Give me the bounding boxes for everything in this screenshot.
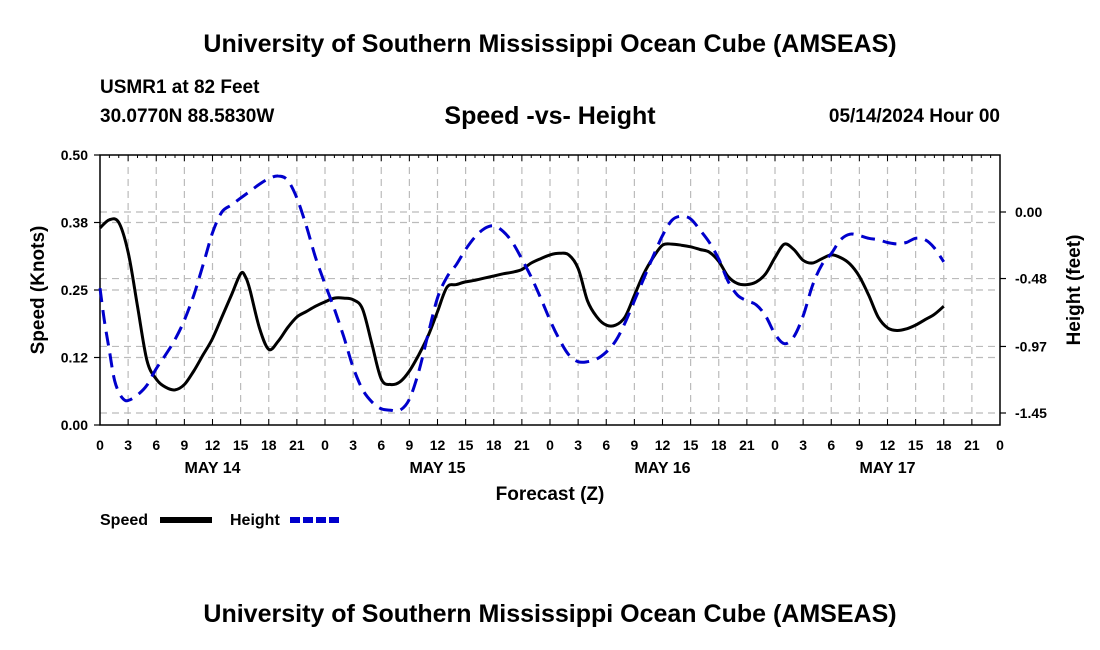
x-tick-label: 3 [349,437,357,453]
x-tick-label: 12 [880,437,896,453]
x-tick-label: 15 [683,437,699,453]
x-tick-label: 3 [124,437,132,453]
y-tick-label-left: 0.50 [61,147,88,163]
x-tick-label: 3 [799,437,807,453]
coordinates-label: 30.0770N 88.5830W [100,106,275,127]
chart-subtitle: Speed -vs- Height [444,102,656,130]
x-tick-label: 18 [936,437,952,453]
x-tick-label: 9 [855,437,863,453]
x-tick-label: 18 [261,437,277,453]
x-tick-label: 9 [630,437,638,453]
x-tick-label: 15 [458,437,474,453]
forecast-datetime: 05/14/2024 Hour 00 [828,106,1000,127]
x-tick-label: 12 [655,437,671,453]
x-tick-label: 0 [996,437,1004,453]
x-tick-label: 0 [546,437,554,453]
x-tick-label: 18 [711,437,727,453]
y-axis-title-left: Speed (Knots) [28,226,49,355]
x-tick-label: 18 [486,437,502,453]
x-tick-label: 0 [771,437,779,453]
x-axis-title: Forecast (Z) [496,484,605,505]
x-tick-label: 0 [321,437,329,453]
x-tick-label: 12 [430,437,446,453]
x-tick-label: 21 [739,437,755,453]
x-tick-label: 6 [377,437,385,453]
x-tick-label: 6 [152,437,160,453]
legend-label-height: Height [230,512,280,529]
x-tick-label: 6 [827,437,835,453]
station-label: USMR1 at 82 Feet [100,77,260,98]
page-title-footer: University of Southern Mississippi Ocean… [203,600,897,628]
x-day-label: MAY 16 [634,460,690,477]
x-day-label: MAY 15 [409,460,465,477]
x-tick-label: 21 [514,437,530,453]
legend-label-speed: Speed [100,512,148,529]
x-tick-label: 0 [96,437,104,453]
x-tick-label: 21 [289,437,305,453]
y-axis-title-right: Height (feet) [1064,235,1085,346]
y-tick-label-left: 0.25 [61,282,88,298]
x-tick-label: 21 [964,437,980,453]
x-tick-label: 15 [233,437,249,453]
y-tick-label-right: -1.45 [1015,405,1047,421]
x-tick-label: 6 [602,437,610,453]
y-tick-label-right: -0.97 [1015,338,1047,354]
x-tick-label: 9 [405,437,413,453]
y-tick-label-left: 0.38 [61,215,88,231]
y-tick-label-left: 0.12 [61,350,88,366]
x-day-label: MAY 17 [859,460,915,477]
x-tick-label: 9 [180,437,188,453]
y-tick-label-right: 0.00 [1015,204,1042,220]
y-tick-label-right: -0.48 [1015,271,1047,287]
x-day-label: MAY 14 [184,460,240,477]
x-tick-label: 3 [574,437,582,453]
x-tick-label: 12 [205,437,221,453]
series-line-speed [98,217,945,392]
series-line-height [98,174,946,413]
page-title: University of Southern Mississippi Ocean… [203,30,897,58]
y-tick-label-left: 0.00 [61,417,88,433]
x-tick-label: 15 [908,437,924,453]
